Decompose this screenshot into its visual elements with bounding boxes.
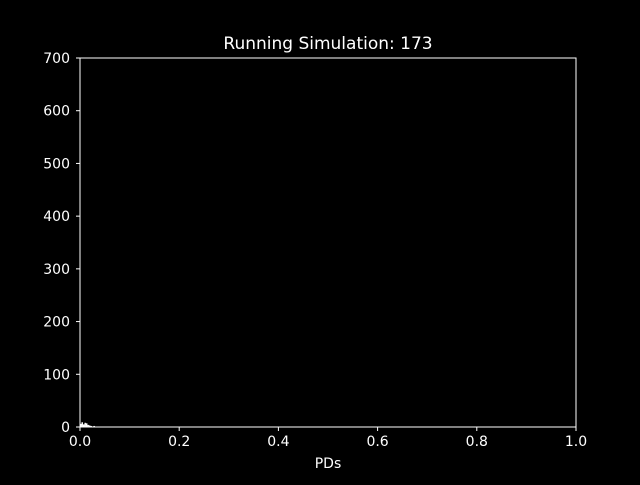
- x-axis: 0.0 0.2 0.4 0.6 0.8 1.0: [69, 427, 587, 450]
- histogram-bar: [84, 422, 86, 427]
- bars-layer: [80, 422, 95, 427]
- x-tick-label: 0.6: [366, 434, 388, 450]
- x-tick-label: 0.0: [69, 434, 91, 450]
- y-tick-label: 300: [43, 262, 70, 278]
- plot-frame: [79, 57, 577, 428]
- histogram-bar: [90, 425, 92, 427]
- y-tick-label: 0: [61, 420, 70, 436]
- y-tick-label: 700: [43, 51, 70, 67]
- y-axis: 0 100 200 300 400 500 600 700: [43, 51, 80, 436]
- histogram-bar: [81, 422, 83, 427]
- histogram-bar: [80, 423, 82, 427]
- y-tick-label: 400: [43, 209, 70, 225]
- histogram-bar: [82, 424, 85, 427]
- x-tick-label: 0.2: [168, 434, 190, 450]
- y-tick-label: 100: [43, 367, 70, 383]
- chart-title: Running Simulation: 173: [223, 34, 432, 54]
- y-tick-label: 600: [43, 104, 70, 120]
- y-tick-label: 200: [43, 315, 70, 331]
- histogram-bar: [93, 425, 95, 427]
- x-axis-label: PDs: [315, 456, 342, 472]
- histogram-bar: [88, 425, 91, 427]
- x-tick-label: 0.4: [267, 434, 289, 450]
- y-tick-label: 500: [43, 156, 70, 172]
- histogram-bar: [87, 424, 89, 427]
- histogram-bar: [85, 423, 88, 427]
- x-tick-label: 1.0: [565, 434, 587, 450]
- x-tick-label: 0.8: [466, 434, 488, 450]
